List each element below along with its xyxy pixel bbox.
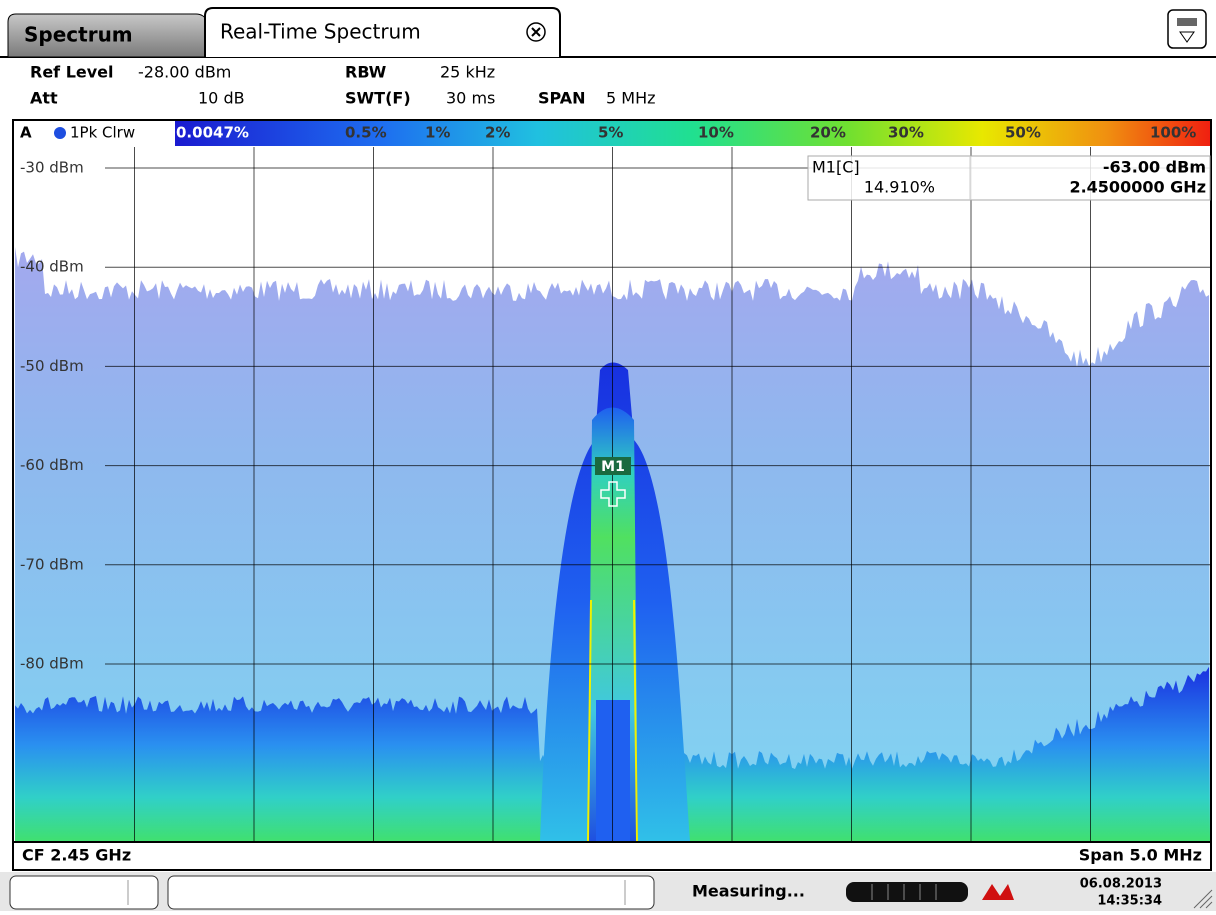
color-scale-label: 100% — [1150, 124, 1196, 142]
setting-value: 30 ms — [446, 89, 495, 108]
screen: Spectrum Real-Time Spectrum Ref Level -2… — [0, 0, 1216, 911]
y-axis-label: -60 dBm — [20, 456, 84, 474]
color-scale-label: 50% — [1005, 124, 1041, 142]
setting-label: RBW — [345, 63, 387, 82]
tab-label[interactable]: Real-Time Spectrum — [220, 20, 421, 44]
marker-frequency: 2.4500000 GHz — [1069, 178, 1206, 197]
trace-label: 1Pk Clrw — [70, 124, 135, 142]
color-scale-label: 2% — [485, 124, 510, 142]
page: Spectrum Real-Time Spectrum Ref Level -2… — [0, 0, 1216, 911]
color-scale-label: 5% — [598, 124, 623, 142]
trace-dot — [54, 127, 66, 139]
status-time: 14:35:34 — [1097, 894, 1162, 909]
setting-label: SWT(F) — [345, 89, 411, 108]
y-axis-label: -50 dBm — [20, 357, 84, 375]
y-axis-label: -80 dBm — [20, 655, 84, 673]
color-scale-label: 10% — [698, 124, 734, 142]
status-field[interactable] — [168, 876, 654, 909]
marker-persistence: 14.910% — [864, 178, 935, 197]
progress-bar — [846, 882, 968, 902]
setting-value: 25 kHz — [440, 63, 495, 82]
span-label: Span 5.0 MHz — [1079, 846, 1202, 865]
color-scale-label: 30% — [888, 124, 924, 142]
tab-label[interactable]: Spectrum — [24, 23, 133, 47]
setting-label: Att — [30, 89, 58, 108]
color-scale-label: 0.5% — [345, 124, 387, 142]
menu-icon — [1177, 18, 1197, 26]
marker-level: -63.00 dBm — [1103, 158, 1206, 177]
color-scale — [175, 121, 1210, 146]
window-label: A — [20, 124, 32, 142]
status-message: Measuring... — [692, 882, 805, 901]
color-scale-label: 0.0047% — [176, 124, 249, 142]
marker-flag-label: M1 — [601, 459, 625, 475]
status-field[interactable] — [10, 876, 158, 909]
center-frequency: CF 2.45 GHz — [22, 846, 131, 865]
y-axis-label: -30 dBm — [20, 159, 84, 177]
setting-label: SPAN — [538, 89, 586, 108]
setting-value: 10 dB — [198, 89, 245, 108]
marker-name: M1[C] — [812, 158, 860, 177]
setting-value: 5 MHz — [606, 89, 656, 108]
setting-label: Ref Level — [30, 63, 114, 82]
color-scale-label: 1% — [425, 124, 450, 142]
setting-value: -28.00 dBm — [138, 63, 231, 82]
y-axis-label: -40 dBm — [20, 258, 84, 276]
status-date: 06.08.2013 — [1080, 877, 1162, 892]
y-axis-label: -70 dBm — [20, 555, 84, 573]
color-scale-label: 20% — [810, 124, 846, 142]
